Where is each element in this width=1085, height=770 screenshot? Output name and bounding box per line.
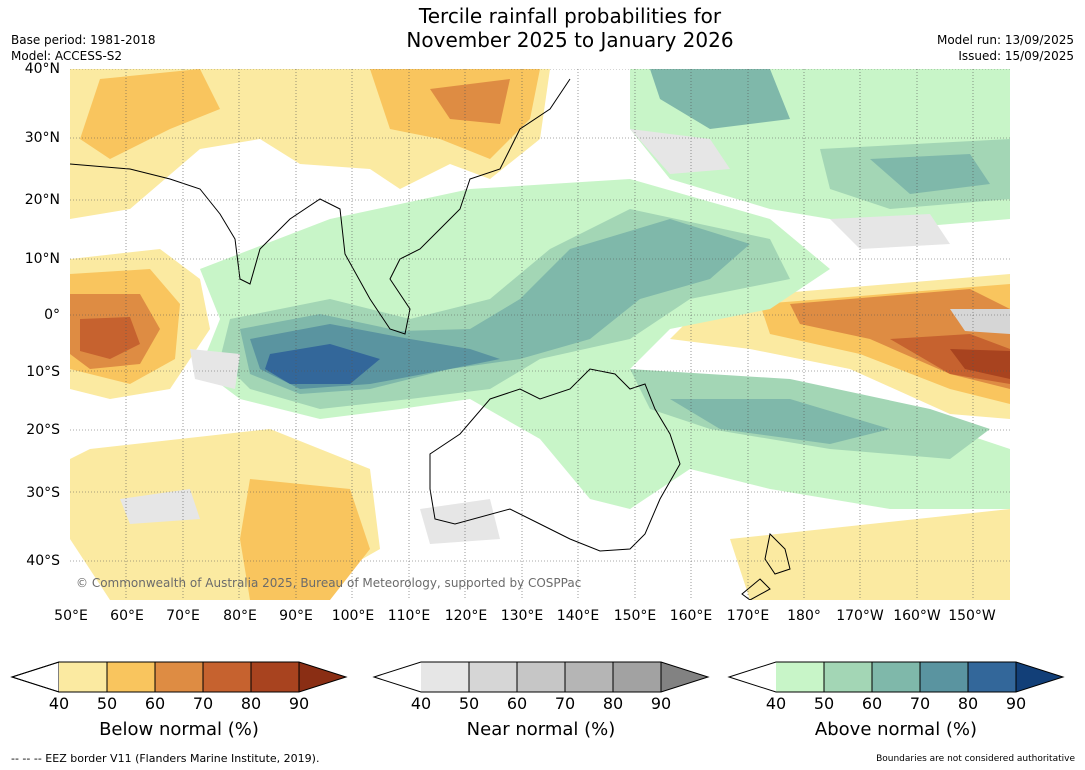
- meta-right: Model run: 13/09/2025 Issued: 15/09/2025: [937, 32, 1074, 64]
- near-swatch-2: [469, 662, 517, 692]
- lon-label-110e: 110°E: [387, 608, 431, 624]
- legend-above-normal-label: Above normal (%): [814, 719, 978, 740]
- above-tick-90: 90: [1005, 694, 1027, 713]
- lon-label-180: 180°: [787, 608, 821, 624]
- near-swatch-6: [661, 662, 708, 692]
- model-text: Model: ACCESS-S2: [11, 49, 123, 63]
- lon-label-80e: 80°E: [223, 608, 257, 624]
- lon-label-160e: 160°E: [669, 608, 713, 624]
- lon-label-50e: 50°E: [54, 608, 88, 624]
- above-tick-70: 70: [909, 694, 931, 713]
- lat-label-20s: 20°S: [26, 422, 60, 438]
- lat-label-10n: 10°N: [24, 251, 60, 267]
- base-period-text: Base period: 1981-2018: [11, 33, 156, 47]
- legend-near-normal-bar: [372, 661, 710, 693]
- below-swatch-5: [251, 662, 299, 692]
- map-canvas: [70, 69, 1010, 600]
- lat-label-10s: 10°S: [26, 364, 60, 380]
- lon-label-160w: 160°W: [893, 608, 941, 624]
- lon-label-90e: 90°E: [279, 608, 313, 624]
- below-tick-60: 60: [144, 694, 166, 713]
- lon-label-140e: 140°E: [556, 608, 600, 624]
- above-swatch-4: [920, 662, 968, 692]
- lon-label-130e: 130°E: [500, 608, 544, 624]
- near-tick-70: 70: [554, 694, 576, 713]
- lon-label-150e: 150°E: [613, 608, 657, 624]
- rainfall-probability-map: © Commonwealth of Australia 2025, Bureau…: [70, 69, 1010, 600]
- above-swatch-6: [1016, 662, 1063, 692]
- above-swatch-1: [776, 662, 824, 692]
- title-line-1: Tercile rainfall probabilities for: [418, 4, 722, 28]
- lon-label-170w: 170°W: [836, 608, 884, 624]
- model-run-text: Model run: 13/09/2025: [936, 33, 1074, 47]
- legend-colorbars: [10, 661, 1065, 693]
- legend-below-normal-label: Below normal (%): [99, 719, 259, 740]
- eez-border-note: -- -- -- EEZ border V11 (Flanders Marine…: [11, 752, 320, 765]
- boundaries-disclaimer: Boundaries are not considered authoritat…: [876, 754, 1075, 764]
- lat-label-30n: 30°N: [24, 130, 60, 146]
- copyright-notice: © Commonwealth of Australia 2025, Bureau…: [76, 576, 582, 590]
- below-swatch-2: [107, 662, 155, 692]
- issued-text: Issued: 15/09/2025: [958, 49, 1074, 63]
- above-swatch-3: [872, 662, 920, 692]
- lat-label-40s: 40°S: [26, 553, 60, 569]
- below-swatch-6: [299, 662, 346, 692]
- near-swatch-3: [517, 662, 565, 692]
- above-tick-80: 80: [957, 694, 979, 713]
- map-title: Tercile rainfall probabilities for Novem…: [0, 4, 1085, 52]
- lat-label-0: 0°: [44, 307, 60, 323]
- below-swatch-1: [59, 662, 107, 692]
- title-line-2: November 2025 to January 2026: [406, 28, 734, 52]
- lon-label-150w: 150°W: [948, 608, 996, 624]
- lon-label-60e: 60°E: [110, 608, 144, 624]
- legend-near-normal-label: Near normal (%): [466, 719, 616, 740]
- below-tick-50: 50: [96, 694, 118, 713]
- lon-label-120e: 120°E: [444, 608, 488, 624]
- below-tick-90: 90: [288, 694, 310, 713]
- near-swatch-4: [565, 662, 613, 692]
- below-tick-40: 40: [48, 694, 70, 713]
- above-swatch-5: [968, 662, 1016, 692]
- lon-label-170e: 170°E: [726, 608, 770, 624]
- near-swatch-5: [613, 662, 661, 692]
- above-tick-60: 60: [861, 694, 883, 713]
- meta-left: Base period: 1981-2018 Model: ACCESS-S2: [11, 32, 156, 64]
- lon-label-100e: 100°E: [331, 608, 375, 624]
- lat-label-40n: 40°N: [24, 61, 60, 77]
- near-tick-40: 40: [410, 694, 432, 713]
- near-tick-80: 80: [602, 694, 624, 713]
- below-tick-70: 70: [192, 694, 214, 713]
- lat-label-20n: 20°N: [24, 192, 60, 208]
- legend-above-normal-bar: [727, 661, 1065, 693]
- near-swatch-1: [421, 662, 469, 692]
- lon-label-70e: 70°E: [166, 608, 200, 624]
- legend-below-normal-bar: [10, 661, 348, 693]
- below-swatch-3: [155, 662, 203, 692]
- above-tick-50: 50: [813, 694, 835, 713]
- near-tick-90: 90: [650, 694, 672, 713]
- below-swatch-4: [203, 662, 251, 692]
- above-swatch-2: [824, 662, 872, 692]
- near-tick-50: 50: [458, 694, 480, 713]
- below-tick-80: 80: [240, 694, 262, 713]
- lat-label-30s: 30°S: [26, 485, 60, 501]
- near-tick-60: 60: [506, 694, 528, 713]
- above-tick-40: 40: [765, 694, 787, 713]
